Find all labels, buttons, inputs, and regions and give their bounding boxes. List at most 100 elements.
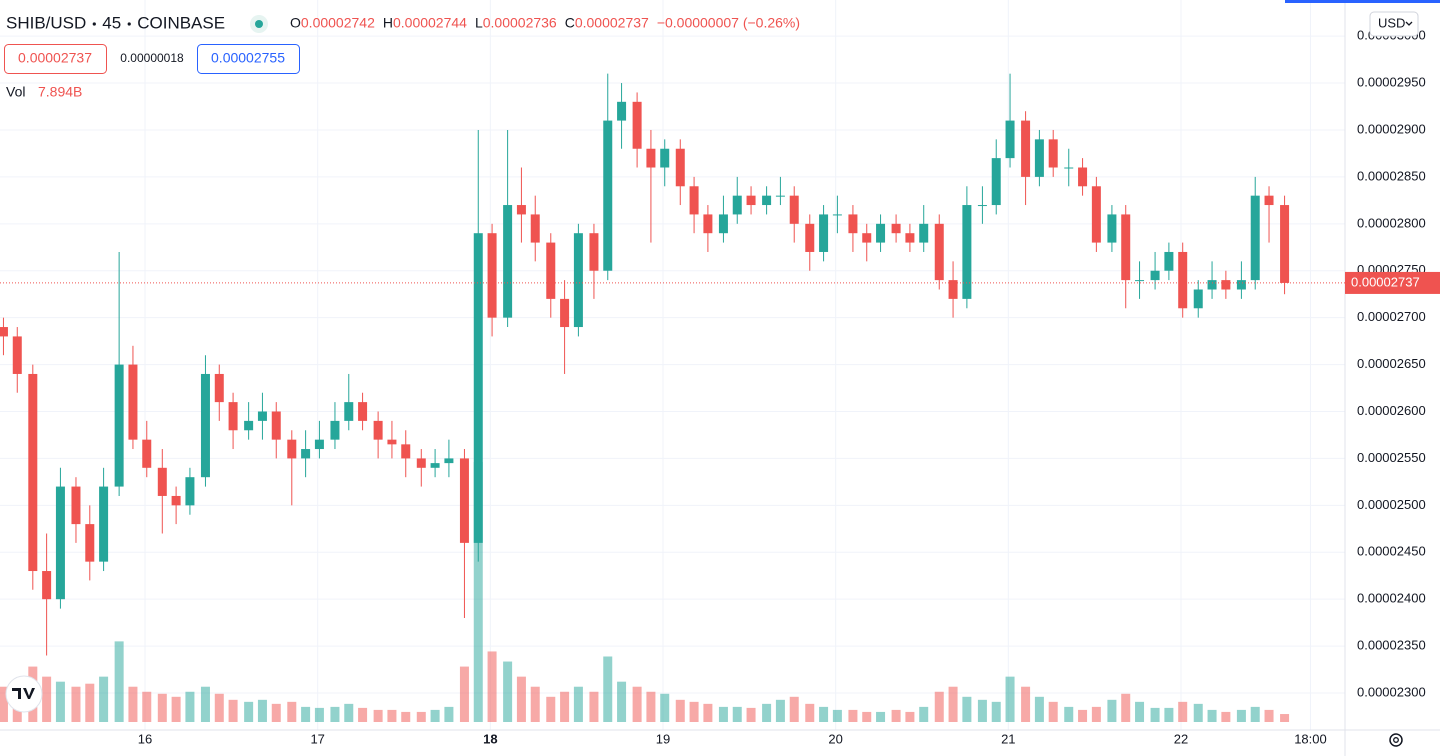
volume-bar bbox=[516, 676, 526, 722]
volume-bar bbox=[573, 686, 583, 722]
volume-bar bbox=[962, 696, 972, 722]
logo-circle[interactable] bbox=[5, 675, 43, 713]
candle-body bbox=[171, 495, 181, 506]
volume-bar bbox=[646, 691, 656, 722]
last-price-label: 0.00002737 bbox=[1351, 274, 1420, 289]
volume-bar bbox=[114, 641, 124, 722]
volume-bar bbox=[387, 709, 397, 722]
candle-body bbox=[675, 148, 685, 187]
volume-bar bbox=[1280, 714, 1290, 722]
volume-bar bbox=[330, 706, 340, 722]
y-tick-label: 0.00002300 bbox=[1357, 684, 1426, 699]
candle-body bbox=[71, 486, 81, 525]
candle-body bbox=[287, 439, 297, 459]
candle-body bbox=[632, 101, 642, 149]
candle-body bbox=[1064, 167, 1074, 169]
volume-bar bbox=[660, 693, 670, 722]
volume-bar bbox=[876, 711, 886, 722]
spread: 0.00000018 bbox=[120, 51, 184, 65]
candle-body bbox=[1264, 195, 1274, 206]
volume-bar bbox=[444, 706, 454, 722]
candle-body bbox=[962, 205, 972, 299]
volume-bar bbox=[503, 661, 513, 722]
candle-body bbox=[430, 463, 440, 468]
candle-body bbox=[589, 233, 599, 271]
candle-body bbox=[1236, 280, 1246, 290]
candle-body bbox=[617, 101, 627, 121]
candle-body bbox=[301, 449, 311, 459]
volume-bar bbox=[775, 699, 785, 722]
volume-bar bbox=[789, 696, 799, 722]
ohlc-value: 0.00002742 bbox=[301, 15, 375, 31]
candle-body bbox=[1207, 280, 1217, 290]
ohlc-value: 0.00002736 bbox=[483, 15, 557, 31]
volume-bar bbox=[1150, 707, 1160, 722]
volume-bar bbox=[718, 706, 728, 722]
separator bbox=[92, 22, 96, 26]
y-tick-label: 0.00002350 bbox=[1357, 638, 1426, 653]
candle-body bbox=[12, 336, 22, 374]
volume-bar bbox=[805, 703, 815, 722]
volume-bar bbox=[1048, 701, 1058, 722]
candle-body bbox=[991, 158, 1001, 206]
candle-body bbox=[660, 148, 670, 168]
volume-bar bbox=[1178, 701, 1188, 722]
candle-body bbox=[157, 467, 167, 496]
volume-bar bbox=[214, 693, 224, 722]
currency-button[interactable]: USD bbox=[1369, 11, 1419, 37]
ohlc-key: O bbox=[290, 15, 301, 31]
candle-body bbox=[416, 458, 426, 468]
candle-body bbox=[1078, 167, 1088, 187]
candle-body bbox=[862, 233, 872, 243]
chevron bbox=[1405, 21, 1413, 26]
candle-body bbox=[387, 439, 397, 445]
candle-body bbox=[487, 233, 497, 318]
buy-box[interactable] bbox=[197, 44, 300, 74]
volume-bar bbox=[1164, 707, 1174, 722]
gear[interactable] bbox=[1389, 733, 1403, 747]
candle-body bbox=[530, 214, 540, 243]
volume-bar bbox=[171, 696, 181, 722]
volume-bar bbox=[416, 711, 426, 722]
volume-bar bbox=[1005, 676, 1015, 722]
candle-body bbox=[1107, 214, 1117, 243]
volume-bar bbox=[1236, 709, 1246, 722]
candle-body bbox=[1135, 280, 1145, 282]
candle-body bbox=[1221, 280, 1231, 290]
candle-body bbox=[55, 486, 65, 600]
ohlc-value: 0.00002744 bbox=[393, 15, 467, 31]
candle-body bbox=[546, 242, 556, 299]
interval: 45 bbox=[102, 13, 121, 32]
logo-mark bbox=[12, 688, 35, 699]
change: −0.00000007 (−0.26%) bbox=[657, 15, 800, 31]
y-tick-label: 0.00002500 bbox=[1357, 497, 1426, 512]
volume-bar bbox=[200, 686, 210, 722]
currency-label[interactable]: USD bbox=[1378, 15, 1405, 30]
volume-bar bbox=[891, 709, 901, 722]
candle-body bbox=[271, 411, 281, 440]
x-tick-label: 18 bbox=[483, 731, 497, 746]
logo[interactable] bbox=[5, 675, 43, 713]
candle-pane bbox=[0, 73, 1290, 656]
symbol: SHIB/USD bbox=[6, 13, 86, 32]
candle-body bbox=[214, 373, 224, 403]
candle-body bbox=[1021, 120, 1031, 177]
volume-bar bbox=[530, 686, 540, 722]
candle-body bbox=[358, 402, 368, 421]
candle-body bbox=[99, 486, 109, 562]
volume-bar bbox=[991, 701, 1001, 722]
volume-bar bbox=[42, 676, 52, 722]
candle-body bbox=[762, 195, 772, 206]
x-tick-label: 20 bbox=[828, 731, 842, 746]
x-tick-label: 17 bbox=[310, 731, 324, 746]
settings-button[interactable] bbox=[1389, 733, 1403, 747]
volume-value: 7.894B bbox=[38, 84, 82, 100]
sell-box[interactable] bbox=[4, 44, 107, 74]
y-tick-label: 0.00002650 bbox=[1357, 356, 1426, 371]
x-tick-label: 18:00 bbox=[1294, 731, 1327, 746]
candle-body bbox=[948, 280, 958, 299]
volume-bar bbox=[157, 693, 167, 722]
volume-bar bbox=[1221, 711, 1231, 722]
currency-box[interactable] bbox=[1369, 11, 1419, 37]
